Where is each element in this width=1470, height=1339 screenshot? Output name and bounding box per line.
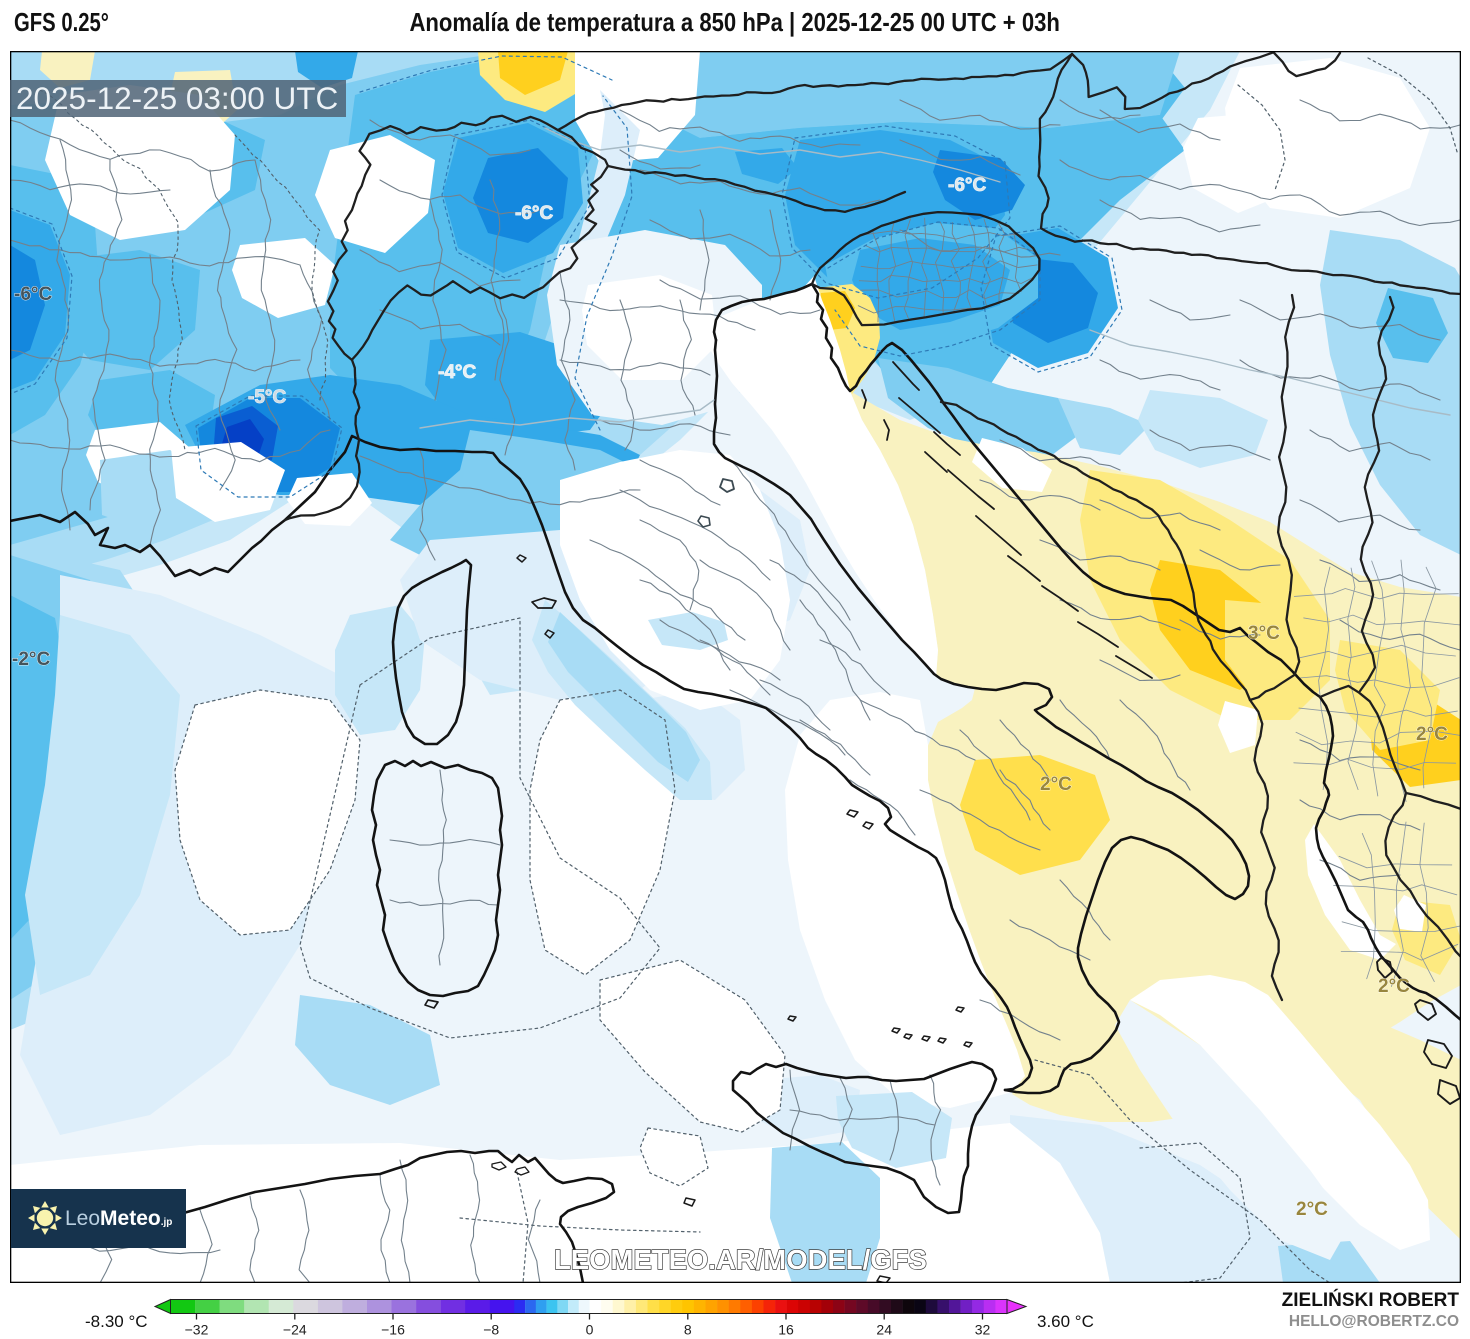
svg-text:LeoMeteo.jp: LeoMeteo.jp [65, 1207, 172, 1230]
svg-text:2°C: 2°C [1296, 1199, 1328, 1220]
svg-text:8: 8 [684, 1322, 692, 1338]
svg-text:-2°C: -2°C [12, 649, 50, 670]
svg-text:-5°C: -5°C [248, 387, 286, 408]
svg-text:2°C: 2°C [1416, 724, 1448, 745]
svg-text:24: 24 [876, 1322, 892, 1338]
svg-text:16: 16 [778, 1322, 794, 1338]
svg-text:3°C: 3°C [1248, 623, 1280, 644]
svg-text:2°C: 2°C [1040, 774, 1072, 795]
svg-text:−16: −16 [381, 1322, 405, 1338]
svg-text:−24: −24 [283, 1322, 307, 1338]
svg-text:-6°C: -6°C [948, 175, 986, 196]
svg-text:−8: −8 [483, 1322, 499, 1338]
svg-text:-6°C: -6°C [515, 203, 553, 224]
svg-text:−32: −32 [185, 1322, 209, 1338]
svg-text:32: 32 [975, 1322, 991, 1338]
svg-text:-6°C: -6°C [14, 284, 52, 305]
svg-text:2°C: 2°C [1378, 976, 1410, 997]
svg-text:-4°C: -4°C [438, 362, 476, 383]
svg-text:0: 0 [586, 1322, 594, 1338]
